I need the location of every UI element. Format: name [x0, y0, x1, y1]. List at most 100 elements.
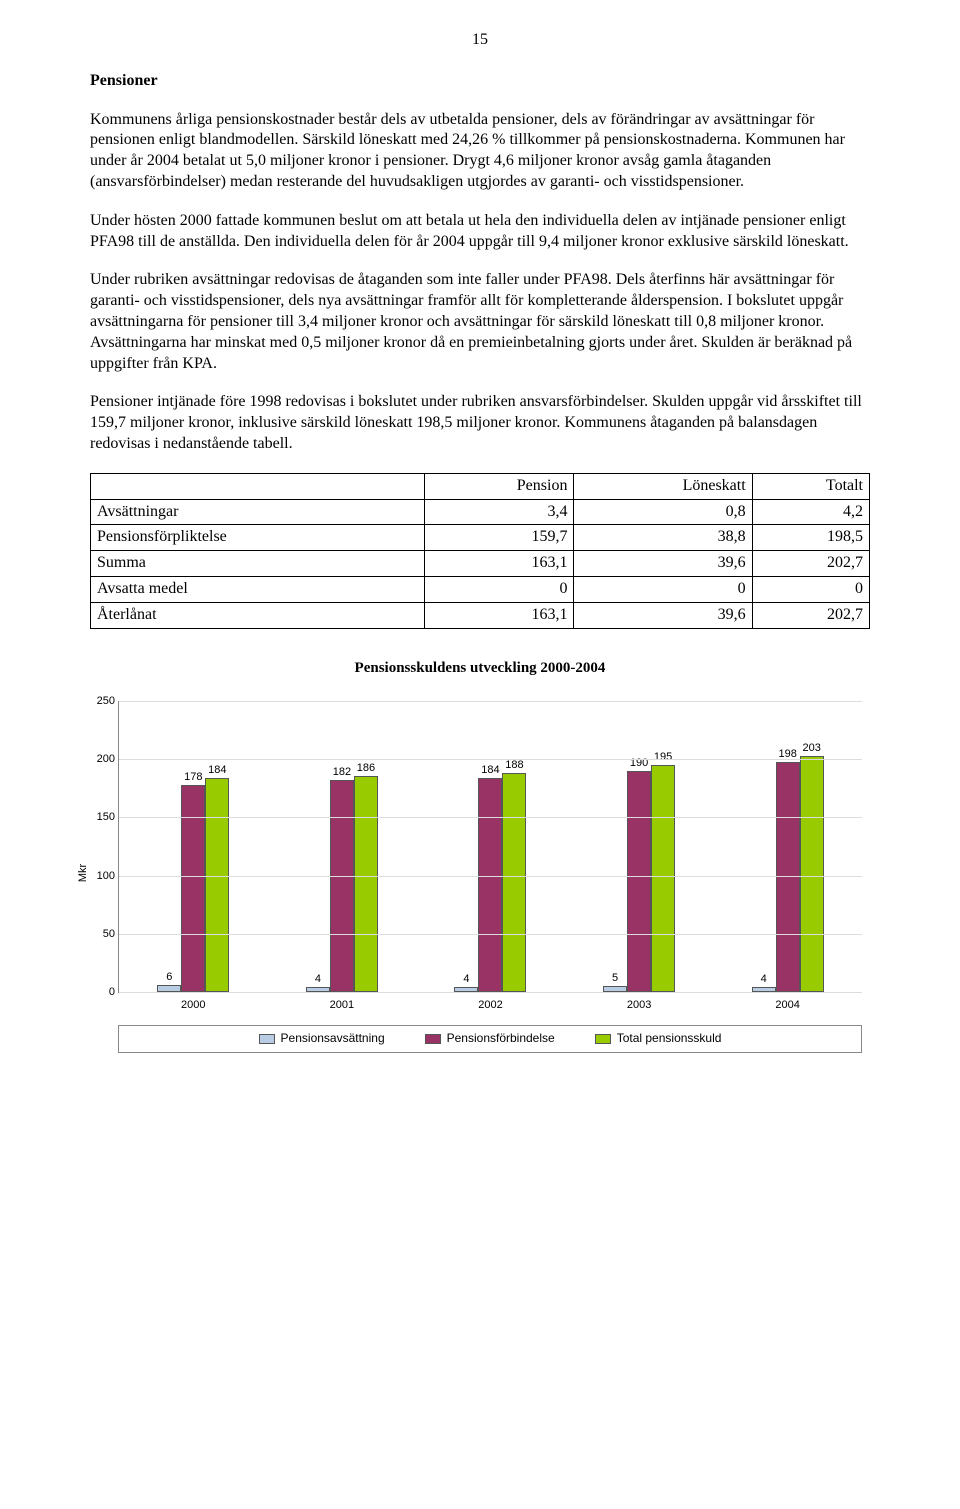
table-row: Avsatta medel 0 0 0 — [91, 576, 870, 602]
chart-ytick: 150 — [97, 810, 115, 824]
chart-ytick: 50 — [103, 927, 115, 941]
chart-bar-value: 195 — [654, 750, 672, 764]
chart-legend-item: Total pensionsskuld — [595, 1031, 722, 1047]
table-cell: 0 — [752, 576, 869, 602]
chart-legend-swatch — [259, 1034, 275, 1044]
chart-legend-label: Pensionsförbindelse — [447, 1031, 555, 1047]
chart-group: 41841882002 — [416, 701, 565, 992]
chart-bar-value: 190 — [630, 756, 648, 770]
chart-gridline — [119, 817, 862, 818]
chart-gridline — [119, 992, 862, 993]
table-cell: 3,4 — [425, 499, 574, 525]
chart-legend-item: Pensionsavsättning — [259, 1031, 385, 1047]
chart-xlabel: 2003 — [627, 998, 651, 1012]
chart-legend-wrap: Pensionsavsättning Pensionsförbindelse Tot… — [118, 1025, 862, 1053]
table-cell: 163,1 — [425, 551, 574, 577]
chart-ytick: 250 — [97, 694, 115, 708]
chart-bar-value: 4 — [315, 972, 321, 986]
chart-gridline — [119, 701, 862, 702]
chart-legend-swatch — [425, 1034, 441, 1044]
chart-bar: 195 — [651, 765, 675, 992]
chart-bar-value: 182 — [333, 765, 351, 779]
table-cell: Pensionsförpliktelse — [91, 525, 425, 551]
pension-table: Pension Löneskatt Totalt Avsättningar 3,… — [90, 473, 870, 629]
table-cell: 202,7 — [752, 551, 869, 577]
page-number: 15 — [90, 30, 870, 51]
table-row: Summa 163,1 39,6 202,7 — [91, 551, 870, 577]
table-header-row: Pension Löneskatt Totalt — [91, 473, 870, 499]
paragraph: Under hösten 2000 fattade kommunen beslu… — [90, 211, 870, 253]
chart-bar: 184 — [205, 778, 229, 992]
table-header: Pension — [425, 473, 574, 499]
chart-xlabel: 2001 — [330, 998, 354, 1012]
chart-legend: Pensionsavsättning Pensionsförbindelse Tot… — [118, 1025, 862, 1053]
chart-xlabel: 2000 — [181, 998, 205, 1012]
chart-bar-value: 203 — [802, 741, 820, 755]
chart-gridline — [119, 934, 862, 935]
chart-ytick: 100 — [97, 868, 115, 882]
chart-bar: 186 — [354, 776, 378, 993]
table-cell: 159,7 — [425, 525, 574, 551]
table-cell: 38,8 — [574, 525, 752, 551]
chart-bar: 190 — [627, 771, 651, 992]
chart-legend-label: Pensionsavsättning — [281, 1031, 385, 1047]
chart-bar-value: 184 — [208, 763, 226, 777]
table-row: Pensionsförpliktelse 159,7 38,8 198,5 — [91, 525, 870, 551]
table-row: Avsättningar 3,4 0,8 4,2 — [91, 499, 870, 525]
chart-bar-value: 5 — [612, 971, 618, 985]
chart-group: 41982032004 — [713, 701, 862, 992]
chart-bar-value: 178 — [184, 770, 202, 784]
chart-ylabel: Mkr — [76, 864, 90, 882]
chart-ytick: 200 — [97, 752, 115, 766]
chart-bar-value: 186 — [357, 761, 375, 775]
chart-ytick: 0 — [109, 985, 115, 999]
table-cell: 4,2 — [752, 499, 869, 525]
chart-bar: 188 — [502, 773, 526, 992]
chart-xlabel: 2002 — [478, 998, 502, 1012]
chart-group: 61781842000 — [119, 701, 268, 992]
table-cell: 0 — [574, 576, 752, 602]
chart-bar-value: 4 — [761, 972, 767, 986]
table-cell: Återlånat — [91, 602, 425, 628]
pension-chart: Mkr 617818420004182186200141841882002519… — [90, 693, 870, 1053]
table-cell: 202,7 — [752, 602, 869, 628]
chart-group: 41821862001 — [268, 701, 417, 992]
table-row: Återlånat 163,1 39,6 202,7 — [91, 602, 870, 628]
table-cell: 198,5 — [752, 525, 869, 551]
chart-bar-value: 4 — [463, 972, 469, 986]
chart-xlabel: 2004 — [775, 998, 799, 1012]
chart-bar: 182 — [330, 780, 354, 992]
table-header — [91, 473, 425, 499]
table-cell: 39,6 — [574, 551, 752, 577]
table-cell: Avsatta medel — [91, 576, 425, 602]
table-cell: Avsättningar — [91, 499, 425, 525]
chart-gridline — [119, 876, 862, 877]
chart-groups: 6178184200041821862001418418820025190195… — [119, 701, 862, 992]
paragraph: Kommunens årliga pensionskostnader bestå… — [90, 110, 870, 193]
chart-gridline — [119, 759, 862, 760]
table-header: Löneskatt — [574, 473, 752, 499]
paragraph: Pensioner intjänade före 1998 redovisas … — [90, 392, 870, 454]
chart-group: 51901952003 — [565, 701, 714, 992]
table-cell: 163,1 — [425, 602, 574, 628]
chart-bar: 198 — [776, 762, 800, 992]
chart-bar-value: 188 — [505, 758, 523, 772]
paragraph: Under rubriken avsättningar redovisas de… — [90, 270, 870, 374]
table-cell: 39,6 — [574, 602, 752, 628]
table-cell: 0,8 — [574, 499, 752, 525]
table-cell: Summa — [91, 551, 425, 577]
chart-legend-label: Total pensionsskuld — [617, 1031, 722, 1047]
chart-bar: 6 — [157, 985, 181, 992]
table-header: Totalt — [752, 473, 869, 499]
table-cell: 0 — [425, 576, 574, 602]
chart-legend-swatch — [595, 1034, 611, 1044]
chart-title: Pensionsskuldens utveckling 2000-2004 — [90, 659, 870, 679]
section-title: Pensioner — [90, 71, 870, 92]
chart-legend-item: Pensionsförbindelse — [425, 1031, 555, 1047]
chart-bar-value: 6 — [166, 970, 172, 984]
chart-bar: 184 — [478, 778, 502, 992]
chart-bar: 178 — [181, 785, 205, 992]
chart-bar: 203 — [800, 756, 824, 992]
chart-area: 6178184200041821862001418418820025190195… — [118, 701, 862, 993]
chart-bar-value: 184 — [481, 763, 499, 777]
